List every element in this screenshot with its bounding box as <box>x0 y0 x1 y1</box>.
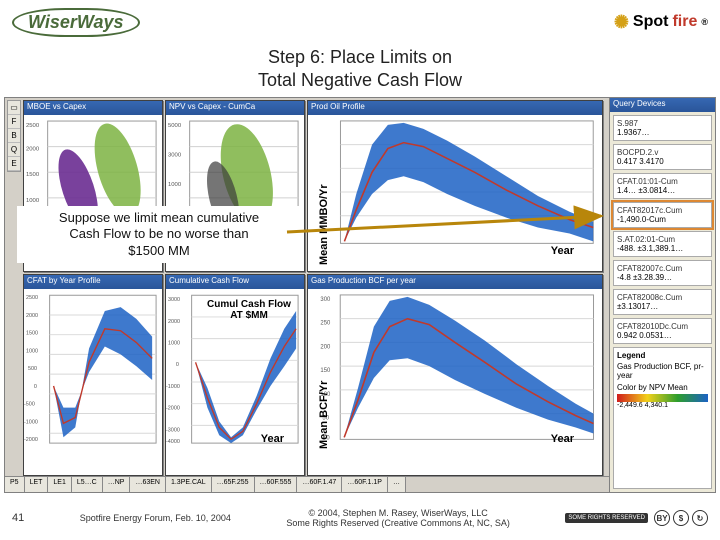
query-device-item[interactable]: BOCPD.2.v0.417 3.4170 <box>613 144 712 170</box>
footer-copyright: © 2004, Stephen M. Rasey, WiserWays, LLC… <box>286 508 510 528</box>
svg-text:-2000: -2000 <box>166 406 180 412</box>
svg-text:0: 0 <box>34 384 37 390</box>
color-gradient <box>617 394 708 402</box>
svg-text:3000: 3000 <box>168 153 182 159</box>
slide-title: Step 6: Place Limits on Total Negative C… <box>0 44 720 97</box>
app-workspace: ▭ F B Q E MBOE vs Capex 250020001500 100… <box>4 97 716 493</box>
view-tab[interactable]: LE1 <box>48 477 71 492</box>
svg-text:-1000: -1000 <box>24 419 38 425</box>
query-device-item[interactable]: S.AT.02:01-Cum-488. ±3.1,389.1… <box>613 231 712 257</box>
svg-text:-4000: -4000 <box>166 439 180 445</box>
chart-title: Prod Oil Profile <box>308 101 602 115</box>
view-tab[interactable]: …60F.1.1P <box>342 477 388 492</box>
cc-by-icon: BY <box>654 510 670 526</box>
envelope-plot: 2500 2000 1500 1000 500 0 -500 -1000 -2000 <box>24 289 162 475</box>
legend-panel: Legend Gas Production BCF, pr-year Color… <box>613 347 712 489</box>
svg-text:2500: 2500 <box>26 295 38 301</box>
query-device-item[interactable]: S.9871.9367… <box>613 115 712 141</box>
y-axis-label: Mean BCF/Yr <box>318 381 330 449</box>
view-tab[interactable]: LET <box>25 477 49 492</box>
view-tab[interactable]: 1.3PE.CAL <box>166 477 212 492</box>
svg-text:200: 200 <box>320 344 331 350</box>
cc-badges: SOME RIGHTS RESERVED BY $ ↻ <box>565 510 708 526</box>
y-axis-label: Mean MMBO/Yr <box>318 184 330 265</box>
tool-icon[interactable]: B <box>8 129 20 143</box>
tool-icon[interactable]: F <box>8 115 20 129</box>
brand-spotfire: ✺ Spotfire ® <box>614 12 708 33</box>
chart-title: NPV vs Capex - CumCa <box>166 101 304 115</box>
svg-text:300: 300 <box>320 297 331 303</box>
callout-text: Suppose we limit mean cumulative Cash Fl… <box>17 206 301 263</box>
svg-text:-2000: -2000 <box>24 437 38 443</box>
query-device-item[interactable]: CFAT.01:01-Cum1.4… ±3.0814… <box>613 173 712 199</box>
svg-text:3000: 3000 <box>168 297 180 303</box>
view-tab[interactable]: …60F.1.47 <box>297 477 342 492</box>
slide-number: 41 <box>12 512 24 524</box>
svg-text:1000: 1000 <box>26 348 38 354</box>
svg-text:500: 500 <box>28 366 37 372</box>
sun-icon: ✺ <box>614 12 629 33</box>
x-axis-label: Year <box>261 433 284 445</box>
slide-header: WiserWays ✺ Spotfire ® <box>0 0 720 44</box>
svg-text:250: 250 <box>320 321 331 327</box>
chart-inside-label: Cumul Cash Flow AT $MM <box>204 299 294 321</box>
svg-text:2000: 2000 <box>26 147 40 153</box>
view-tabs[interactable]: P5LETLE1L5…C…NP…63EN1.3PE.CAL…65F.255…60… <box>5 476 609 492</box>
svg-text:1500: 1500 <box>26 331 38 337</box>
chart-title: CFAT by Year Profile <box>24 275 162 289</box>
svg-text:1500: 1500 <box>26 172 40 178</box>
chart-title: MBOE vs Capex <box>24 101 162 115</box>
query-device-item[interactable]: CFAT82008c.Cum±3.13017… <box>613 289 712 315</box>
tool-icon[interactable]: E <box>8 157 20 171</box>
view-tab[interactable]: …63EN <box>130 477 166 492</box>
x-axis-label: Year <box>551 433 574 445</box>
tool-icon[interactable]: ▭ <box>8 101 20 115</box>
envelope-plot: 300250200 150100500 <box>308 289 602 475</box>
svg-text:1000: 1000 <box>26 198 40 204</box>
query-sidebar[interactable]: Query Devices S.9871.9367… BOCPD.2.v0.417… <box>609 98 715 492</box>
left-toolbar[interactable]: ▭ F B Q E <box>7 100 21 172</box>
svg-text:150: 150 <box>320 368 331 374</box>
svg-text:-1000: -1000 <box>166 384 180 390</box>
svg-text:2500: 2500 <box>26 123 40 129</box>
brand-wiserways: WiserWays <box>12 8 140 37</box>
view-tab[interactable]: L5…C <box>72 477 103 492</box>
view-tab[interactable]: … <box>388 477 406 492</box>
svg-text:2000: 2000 <box>26 313 38 319</box>
query-device-item[interactable]: CFAT82007c.Cum-4.8 ±3.28.39… <box>613 260 712 286</box>
svg-text:-3000: -3000 <box>166 427 180 433</box>
view-tab[interactable]: P5 <box>5 477 25 492</box>
cc-sa-icon: ↻ <box>692 510 708 526</box>
chart-oil-profile[interactable]: Prod Oil Profile Mean MMBO/Yr Year <box>307 100 603 272</box>
view-tab[interactable]: …65F.255 <box>212 477 255 492</box>
chart-cumul-cashflow[interactable]: Cumulative Cash Flow Cumul Cash Flow AT … <box>165 274 305 476</box>
svg-text:2000: 2000 <box>168 319 180 325</box>
chart-cfat-year[interactable]: CFAT by Year Profile 2500 2000 1500 1000 50… <box>23 274 163 476</box>
svg-text:5000: 5000 <box>168 123 182 129</box>
footer-credit: Spotfire Energy Forum, Feb. 10, 2004 <box>80 513 231 523</box>
svg-text:1000: 1000 <box>168 182 182 188</box>
svg-text:0: 0 <box>176 362 179 368</box>
query-device-item[interactable]: CFAT82017c.Cum-1,490.0-Cum <box>613 202 712 228</box>
x-axis-label: Year <box>551 245 574 257</box>
view-tab[interactable]: …60F.555 <box>255 477 298 492</box>
slide-footer: 41 Spotfire Energy Forum, Feb. 10, 2004 … <box>0 493 720 537</box>
chart-title: Cumulative Cash Flow <box>166 275 304 289</box>
chart-title: Gas Production BCF per year <box>308 275 602 289</box>
query-device-item[interactable]: CFAT82010Dc.Cum0.942 0.0531… <box>613 318 712 344</box>
cc-nc-icon: $ <box>673 510 689 526</box>
chart-gas-profile[interactable]: Gas Production BCF per year Mean BCF/Yr … <box>307 274 603 476</box>
svg-text:-500: -500 <box>24 402 35 408</box>
view-tab[interactable]: …NP <box>103 477 131 492</box>
sidebar-title: Query Devices <box>610 98 715 112</box>
tool-icon[interactable]: Q <box>8 143 20 157</box>
svg-text:1000: 1000 <box>168 341 180 347</box>
